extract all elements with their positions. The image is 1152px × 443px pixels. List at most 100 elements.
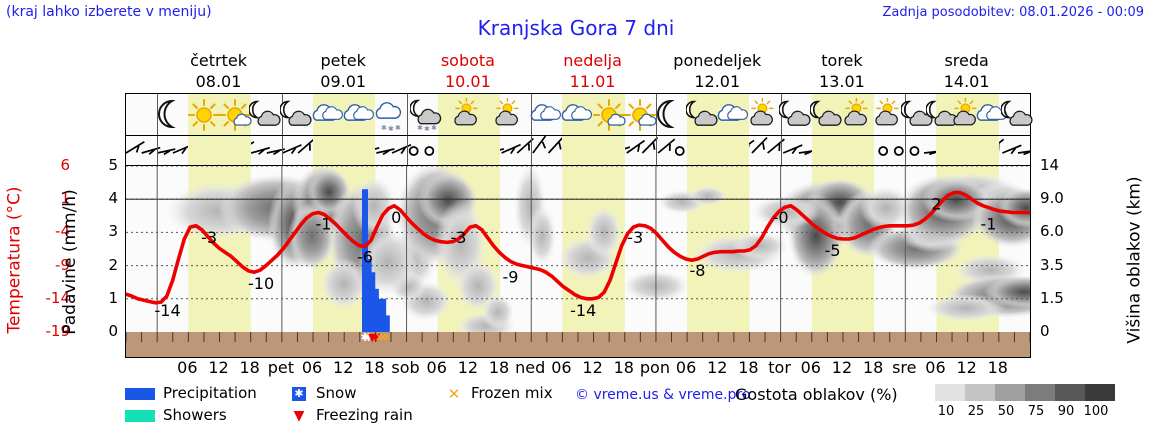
day-separator — [157, 94, 159, 135]
prec-tick: 1 — [108, 288, 118, 307]
prec-tick: 4 — [108, 189, 118, 208]
cloud-density-blob — [320, 258, 368, 310]
svg-text:✱: ✱ — [381, 124, 387, 132]
prec-tick: 5 — [108, 156, 118, 174]
cloud-density-blob — [922, 178, 990, 222]
wind-barb — [751, 136, 768, 154]
freezing-rain-icon: ▼ — [293, 407, 305, 424]
day-separator — [905, 136, 907, 165]
moon-partly-cloudy-icon — [248, 98, 283, 132]
wind-barb — [408, 146, 419, 156]
colorbar-segment — [935, 384, 965, 401]
colorbar-tick: 75 — [1027, 404, 1045, 419]
page-title: Kranjska Gora 7 dni — [477, 16, 675, 40]
precipitation-axis-label: Padavine (mm/h) — [60, 189, 80, 335]
svg-text:✱: ✱ — [388, 125, 394, 132]
legend: Precipitation Showers ✱ Snow ▼ Freezing ra… — [125, 382, 1145, 438]
day-date: 12.01 — [694, 72, 741, 91]
legend-frozen-mix: ✕ Frozen mix — [447, 384, 553, 402]
temp-tick: 1 — [60, 189, 70, 208]
moon-partly-cloudy-icon — [809, 98, 844, 132]
legend-snow-label: Snow — [316, 384, 357, 402]
x-tick-label: 18 — [239, 358, 260, 377]
moon-partly-cloudy-icon — [999, 98, 1035, 132]
wind-barb — [297, 138, 316, 154]
wind-barb — [157, 148, 176, 156]
cloudy-icon — [530, 98, 564, 132]
moon-clear-icon — [156, 98, 190, 132]
x-tick-label: 18 — [987, 358, 1008, 377]
sun-partly-cloudy-icon — [623, 98, 657, 132]
graph-svg: -14 -3 -10 -1 -6 0 -3 -9 -14 -3 -8 -0 -5 2 -1 ✱✱▼▼✕✕✕ — [124, 162, 1066, 357]
temperature-label: 0 — [391, 208, 401, 227]
cloudy-icon — [717, 98, 751, 132]
x-tick-label: pon — [639, 358, 670, 377]
day-header-1: petek 09.01 — [281, 50, 406, 92]
daylight-band — [936, 136, 999, 165]
day-name: ponedeljek — [673, 51, 762, 70]
x-tick-label: 06 — [551, 358, 572, 377]
precipitation-bar — [369, 272, 376, 332]
sun-cloudy-icon — [493, 97, 527, 132]
wind-barb — [282, 144, 302, 155]
colorbar-tick: 50 — [997, 404, 1015, 419]
wind-barb — [250, 146, 270, 155]
colorbar-tick: 10 — [937, 404, 955, 419]
cloud-density-blob — [528, 206, 556, 266]
location-menu-note[interactable]: (kraj lahko izberete v meniju) — [6, 4, 212, 20]
wind-barb — [547, 136, 564, 154]
legend-freezing-rain-label: Freezing rain — [316, 406, 413, 424]
day-header-2: sobota 10.01 — [406, 50, 531, 92]
forecast-plot: ✱ ✱ ✱ ✱ ✱ ✱ — [124, 93, 1066, 358]
temperature-label: -14 — [570, 301, 596, 320]
cloud-tick: 6.0 — [1040, 222, 1064, 241]
showers-swatch — [125, 409, 155, 422]
wind-barb — [674, 146, 685, 156]
precipitation-bar — [365, 258, 372, 332]
cloud-density-blob — [860, 186, 912, 230]
temperature-label: -3 — [201, 228, 217, 247]
day-separator — [655, 94, 657, 135]
x-tick-label: 06 — [301, 358, 323, 377]
cloudy-icon — [343, 98, 377, 132]
x-tick-label: 12 — [457, 358, 479, 377]
daylight-band — [811, 136, 875, 165]
cloudy-snow-icon: ✱ ✱ ✱ — [374, 98, 408, 133]
daylight-band — [687, 136, 750, 165]
legend-precipitation-label: Precipitation — [163, 384, 257, 402]
moon-partly-cloudy-icon — [279, 98, 314, 132]
day-date: 14.01 — [943, 72, 990, 91]
precipitation-bar — [376, 298, 383, 332]
cloud-height-axis: Višina oblakov (km) — [1124, 155, 1150, 360]
wind-barb — [1002, 144, 1022, 155]
cloud-tick: 0 — [1040, 322, 1050, 340]
x-tick-label: 06 — [800, 358, 821, 377]
x-tick-label: 12 — [956, 358, 977, 377]
day-date: 11.01 — [569, 72, 616, 91]
wind-barb — [125, 141, 145, 154]
copyright-credit[interactable]: © vreme.us & vreme.pro — [575, 387, 751, 403]
temperature-curve — [124, 190, 1032, 305]
wind-barb — [391, 143, 412, 155]
colorbar-segment — [1085, 384, 1115, 401]
wind-barb — [532, 135, 547, 154]
temperature-label: -1 — [980, 214, 996, 233]
precip-type-marker: ▼ — [372, 331, 381, 344]
precip-type-marker: ✱ — [360, 331, 369, 344]
legend-frozen-mix-label: Frozen mix — [471, 384, 553, 402]
cloud-density-blob — [752, 196, 820, 228]
daylight-band — [562, 136, 625, 165]
cloud-tick: 14 — [1040, 156, 1060, 174]
day-date: 08.01 — [195, 72, 242, 91]
daylight-band — [313, 136, 376, 165]
temperature-label: -1 — [315, 214, 331, 233]
precip-type-marker: ✕ — [382, 331, 391, 344]
temperature-label: -8 — [690, 261, 706, 280]
temperature-axis-label: Temperatura (°C) — [4, 186, 25, 334]
wind-barb — [516, 137, 534, 154]
wind-barb — [501, 143, 521, 155]
moon-partly-cloudy-icon — [684, 98, 720, 132]
day-name: torek — [821, 51, 863, 70]
precipitation-axis: Padavine (mm/h) — [58, 160, 84, 360]
sun-cloudy-icon — [748, 97, 782, 132]
